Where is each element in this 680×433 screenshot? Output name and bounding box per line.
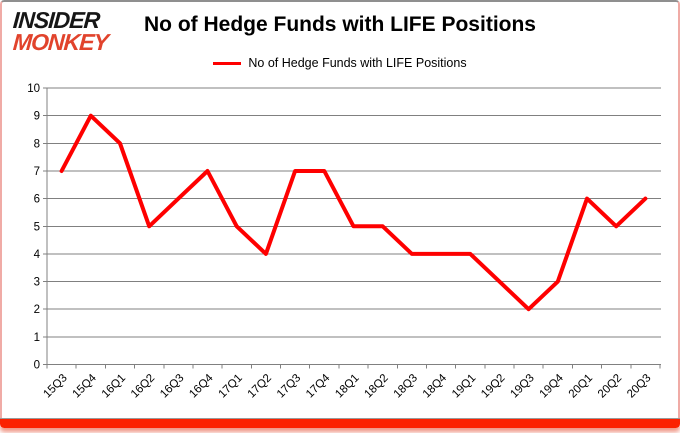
y-axis-label: 7: [34, 166, 40, 178]
x-axis-label: 17Q1: [216, 372, 244, 400]
y-axis-label: 3: [34, 277, 40, 289]
x-axis-label: 20Q1: [567, 372, 595, 400]
logo-text-insider: INSIDER: [12, 7, 101, 33]
series-line: [59, 113, 648, 312]
x-axis-label: 18Q1: [333, 372, 361, 400]
x-axis-label: 15Q4: [71, 372, 100, 401]
y-axis-label: 6: [34, 194, 40, 206]
y-axis-label: 10: [27, 83, 40, 95]
y-axis-label: 9: [34, 111, 40, 123]
x-axis-label: 19Q3: [508, 372, 536, 400]
logo-text-monkey: MONKEY: [12, 29, 109, 55]
x-axis-label: 15Q3: [41, 372, 69, 400]
y-axis-label: 5: [34, 221, 40, 233]
x-axis-label: 18Q4: [421, 372, 450, 401]
y-axis-label: 4: [34, 249, 41, 261]
y-axis-label: 2: [34, 304, 40, 316]
x-axis-label: 16Q1: [100, 372, 128, 400]
x-axis-label: 16Q2: [129, 372, 157, 400]
y-axis-label: 1: [34, 332, 40, 344]
insider-monkey-logo: INSIDER MONKEY: [12, 7, 109, 55]
x-axis-label: 17Q2: [246, 372, 274, 400]
x-axis-label: 17Q3: [275, 372, 303, 400]
bottom-accent-bar: [0, 418, 680, 428]
x-axis-label: 20Q3: [625, 372, 653, 400]
x-axis-label: 19Q4: [538, 372, 567, 401]
x-axis-label: 18Q2: [362, 372, 390, 400]
x-axis-label: 20Q2: [596, 372, 624, 400]
x-axis-label: 16Q3: [158, 372, 186, 400]
x-axis-label: 16Q4: [187, 372, 216, 401]
x-axis-label: 19Q1: [450, 372, 478, 400]
legend-line-swatch: [213, 61, 242, 65]
legend-label: No of Hedge Funds with LIFE Positions: [248, 56, 467, 70]
legend: No of Hedge Funds with LIFE Positions: [0, 56, 680, 70]
y-axis-label: 8: [34, 138, 40, 150]
x-axis-label: 19Q2: [479, 372, 507, 400]
y-axis-label: 0: [34, 360, 40, 372]
x-axis-label: 17Q4: [304, 372, 333, 401]
x-axis-label: 18Q3: [392, 372, 420, 400]
chart-title: No of Hedge Funds with LIFE Positions: [144, 13, 536, 36]
